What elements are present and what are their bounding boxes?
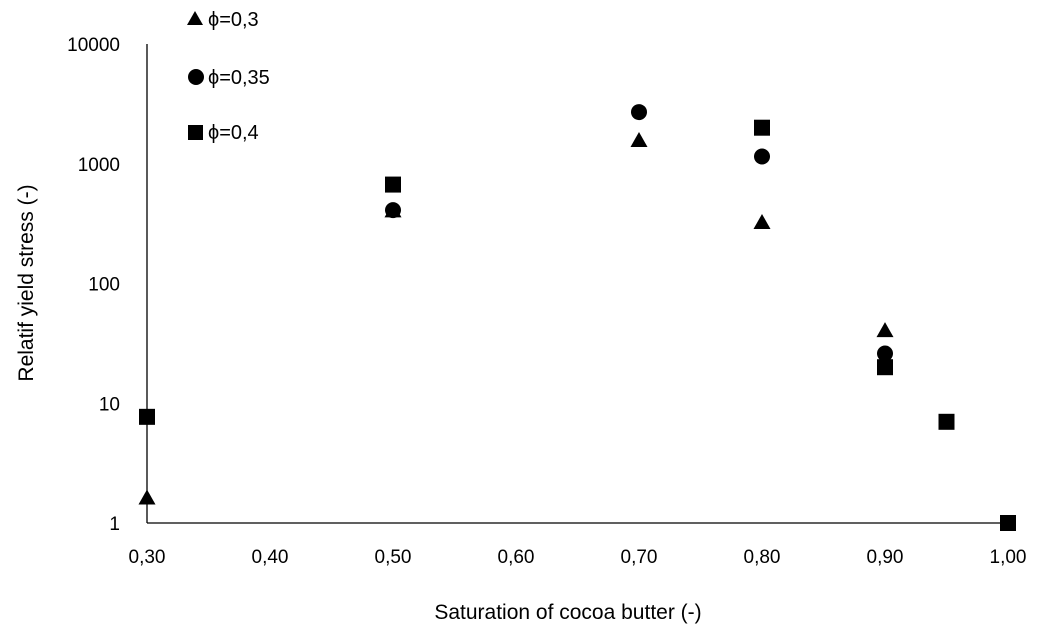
x-tick-label: 0,60 <box>498 547 535 568</box>
x-tick-labels: 0,30 0,40 0,50 0,60 0,70 0,80 0,90 1,00 <box>129 547 1027 568</box>
triangle-point <box>630 131 648 147</box>
y-tick-label: 10000 <box>67 35 120 56</box>
x-tick-label: 0,80 <box>744 547 781 568</box>
legend-item-phi-0-4: ϕ=0,4 <box>188 122 259 144</box>
triangle-point <box>876 322 894 338</box>
x-tick-label: 0,70 <box>621 547 658 568</box>
legend-item-phi-0-35: ϕ=0,35 <box>188 67 270 89</box>
square-point <box>1000 515 1016 531</box>
legend-label-phi-0-35: ϕ=0,35 <box>208 67 270 89</box>
x-axis-title: Saturation of cocoa butter (-) <box>434 601 701 624</box>
data-points <box>138 104 1016 531</box>
circle-point <box>385 202 401 219</box>
y-tick-label: 1000 <box>78 155 120 176</box>
circle-point <box>754 148 770 165</box>
triangle-point <box>753 214 771 230</box>
legend-label-phi-0-3: ϕ=0,3 <box>208 9 259 31</box>
circle-point <box>631 104 647 121</box>
triangle-point <box>138 489 156 505</box>
y-tick-label: 1 <box>109 514 120 535</box>
square-point <box>139 408 155 425</box>
legend: ϕ=0,3 ϕ=0,35 ϕ=0,4 <box>187 9 270 144</box>
legend-circle-marker <box>188 69 204 85</box>
x-tick-label: 0,40 <box>252 547 289 568</box>
legend-triangle-marker <box>187 11 203 25</box>
square-point <box>385 176 401 193</box>
x-tick-label: 0,90 <box>867 547 904 568</box>
y-tick-label: 100 <box>88 275 120 296</box>
square-point <box>938 413 955 430</box>
square-point <box>877 359 893 376</box>
y-axis-title: Relatif yield stress (-) <box>15 184 38 381</box>
y-tick-label: 10 <box>99 394 120 415</box>
x-tick-label: 0,50 <box>375 547 412 568</box>
y-tick-labels: 1 10 100 1000 10000 <box>67 35 120 535</box>
circle-point <box>877 345 893 362</box>
legend-square-marker <box>188 125 203 140</box>
x-tick-label: 1,00 <box>990 547 1027 568</box>
square-point <box>754 119 770 136</box>
legend-item-phi-0-3: ϕ=0,3 <box>187 9 259 31</box>
x-tick-label: 0,30 <box>129 547 166 568</box>
legend-label-phi-0-4: ϕ=0,4 <box>208 122 259 144</box>
